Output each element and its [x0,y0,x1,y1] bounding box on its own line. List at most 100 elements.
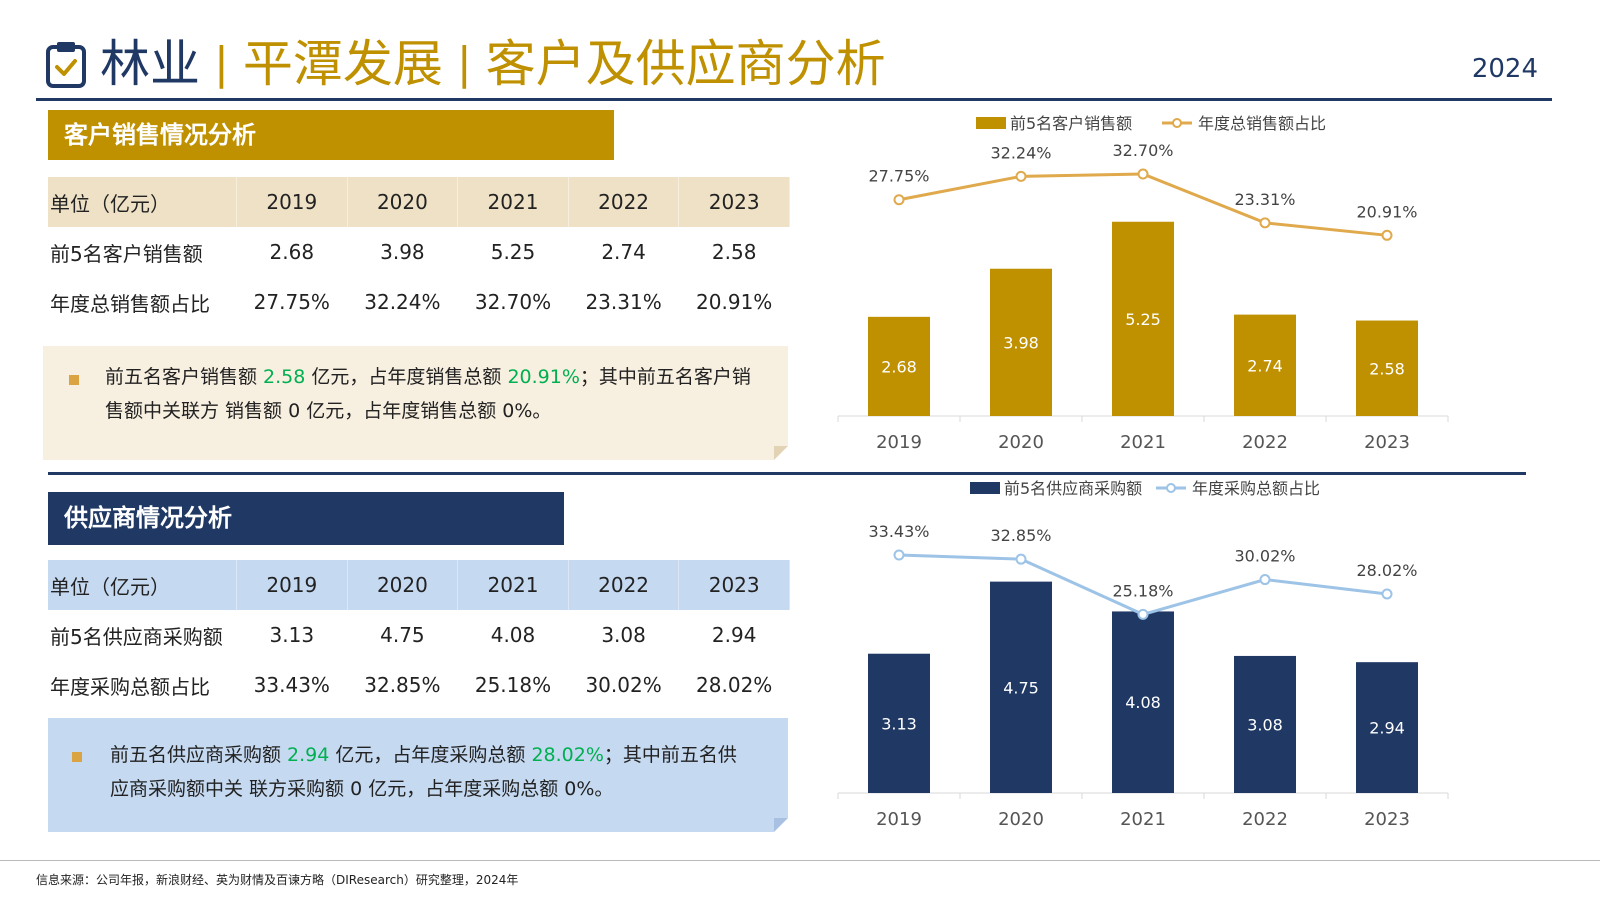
table-row-label: 前5名供应商采购额 [50,624,223,649]
table-header-cell: 2019 [236,177,348,227]
supplier-note: 前五名供应商采购额 2.94 亿元，占年度采购总额 28.02%；其中前五名供应… [48,718,788,832]
legend-line-marker [1172,118,1182,128]
bar-value-label: 3.08 [1247,715,1283,734]
line-value-label: 23.31% [1234,190,1295,209]
legend-line-marker [1166,483,1176,493]
bar-value-label: 2.58 [1369,359,1405,378]
supplier-chart: 前5名供应商采购额 年度采购总额占比 3.13 2019 4.75 2020 4.08 202… [837,479,1449,830]
legend-label: 年度总销售额占比 [1198,114,1326,133]
table-header-row: 单位（亿元） 2019 2020 2021 2022 2023 [48,560,790,610]
table-header-cell: 2023 [678,177,790,227]
note-highlight-value: 20.91% [507,366,580,388]
x-tick-label: 2022 [1242,809,1288,830]
table-row: 前5名客户销售额 2.68 3.98 5.25 2.74 2.58 [48,227,790,277]
table-cell: 32.24% [364,290,441,314]
table-header-cell: 单位（亿元） [48,177,237,227]
line-point [893,194,905,206]
note-text: ；其中前五名客户销售额中关联方 销售额 0 亿元，占年度销售总额 0%。 [105,366,751,422]
customer-section-banner: 客户销售情况分析 [48,110,614,160]
table-row: 前5名供应商采购额 3.13 4.75 4.08 3.08 2.94 [48,610,790,660]
note-text: ；其中前五名供应商采购额中关 联方采购额 0 亿元，占年度采购总额 0%。 [110,744,737,800]
bar-value-label: 2.74 [1247,356,1283,375]
footer-divider [0,860,1600,861]
table-row-label: 年度采购总额占比 [50,674,210,699]
supplier-note-text: 前五名供应商采购额 2.94 亿元，占年度采购总额 28.02%；其中前五名供应… [110,738,750,806]
table-header-cell: 2023 [678,560,790,610]
table-cell: 33.43% [253,673,330,697]
customer-chart: 前5名客户销售额 年度总销售额占比 2.68 2019 3.98 2020 5.25 2021… [837,114,1449,453]
x-tick-label: 2022 [1242,432,1288,453]
table-cell: 32.85% [364,673,441,697]
bar-value-label: 3.98 [1003,333,1039,352]
table-header-row: 单位（亿元） 2019 2020 2021 2022 2023 [48,177,790,227]
table-header-cell: 2020 [347,560,459,610]
legend-label: 年度采购总额占比 [1192,479,1320,498]
line-value-label: 32.85% [990,526,1051,545]
table-cell: 2.58 [711,240,757,264]
supplier-section-banner: 供应商情况分析 [48,492,564,545]
source-note: 信息来源：公司年报，新浪财经、英为财情及百谏方略（DIResearch）研究整理… [36,873,519,887]
table-header-cell: 2022 [568,177,680,227]
table-cell: 2.94 [711,623,757,647]
table-cell: 20.91% [696,290,773,314]
x-tick-label: 2023 [1364,809,1410,830]
table-cell: 3.98 [380,240,425,264]
table-header-cell: 2021 [457,177,569,227]
bar [1234,655,1296,793]
table-cell: 27.75% [253,290,330,314]
bullet-square-icon [69,375,79,385]
bar [1234,314,1296,416]
bar [868,316,930,416]
line-value-label: 28.02% [1356,561,1417,580]
line-point [1381,229,1393,241]
page-fold-corner [774,818,788,832]
table-cell: 4.08 [490,623,536,647]
bar [868,653,930,793]
note-highlight-value: 28.02% [531,744,604,766]
table-row: 年度采购总额占比 33.43% 32.85% 25.18% 30.02% 28.… [48,660,790,710]
table-cell: 2.68 [269,240,315,264]
line-point [1137,608,1149,620]
note-text: 前五名供应商采购额 [110,744,288,766]
bar [990,268,1052,416]
line-value-label: 32.24% [990,143,1051,162]
table-cell: 23.31% [585,290,662,314]
bar-value-label: 4.75 [1003,678,1039,697]
supplier-table: 单位（亿元） 2019 2020 2021 2022 2023 前5名供应商采购… [48,560,790,710]
bar [990,581,1052,793]
table-cell: 25.18% [474,673,552,697]
line-point [1015,170,1027,182]
customer-note: 前五名客户销售额 2.58 亿元，占年度销售总额 20.91%；其中前五名客户销… [43,346,788,460]
line-value-label: 20.91% [1356,202,1417,221]
bar-value-label: 2.68 [881,357,917,376]
note-highlight-value: 2.58 [263,366,306,388]
x-tick-label: 2019 [876,809,922,830]
bar-value-label: 3.13 [881,714,917,733]
x-tick-label: 2020 [998,809,1044,830]
line-point [1259,574,1271,586]
line-value-label: 27.75% [868,167,929,186]
x-tick-label: 2020 [998,432,1044,453]
line-value-label: 25.18% [1112,581,1173,600]
table-header-cell: 2020 [347,177,459,227]
line-point [893,549,905,561]
bar-value-label: 2.94 [1369,719,1405,738]
note-text: 亿元，占年度销售总额 [305,366,508,388]
table-cell: 2.74 [601,240,646,264]
section-divider [48,472,1526,475]
note-text: 亿元，占年度采购总额 [329,744,532,766]
header-divider [36,98,1552,101]
bar-value-label: 5.25 [1125,310,1161,329]
line-value-label: 32.70% [1112,141,1173,160]
x-tick-label: 2021 [1120,809,1166,830]
line-point [1259,217,1271,229]
table-row: 年度总销售额占比 27.75% 32.24% 32.70% 23.31% 20.… [48,277,790,327]
line-point [1381,588,1393,600]
table-cell: 32.70% [474,290,552,314]
title-separator: | [214,38,229,89]
clipboard-check-icon [46,42,86,88]
table-cell: 3.08 [601,623,646,647]
legend-bar-swatch [976,117,1006,129]
table-cell: 3.13 [269,623,315,647]
line-value-label: 33.43% [868,522,929,541]
